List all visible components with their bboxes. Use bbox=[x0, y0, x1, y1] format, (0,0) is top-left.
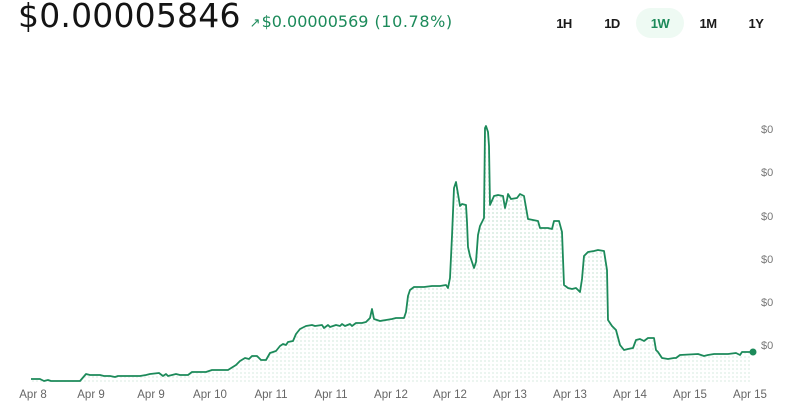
x-axis-label: Apr 11 bbox=[314, 389, 348, 401]
tab-1h[interactable]: 1H bbox=[556, 15, 572, 31]
price-line bbox=[31, 125, 750, 382]
y-axis-label: $0 bbox=[761, 167, 774, 179]
change-amount: $0.00000569 bbox=[261, 12, 369, 31]
x-axis-label: Apr 13 bbox=[553, 389, 587, 401]
price-area-fill bbox=[31, 126, 750, 383]
price-header: $0.00005846 ↗ $0.00000569 (10.78%) bbox=[18, 0, 453, 35]
trend-up-icon: ↗ bbox=[249, 16, 261, 31]
y-axis-label: $0 bbox=[761, 297, 774, 309]
y-axis-label: $0 bbox=[761, 340, 774, 352]
y-axis-label: $0 bbox=[761, 124, 774, 136]
x-axis-label: Apr 9 bbox=[77, 389, 105, 401]
price-change: ↗ $0.00000569 (10.78%) bbox=[250, 12, 453, 31]
y-axis-label: $0 bbox=[761, 254, 774, 266]
tab-1m[interactable]: 1M bbox=[699, 15, 717, 31]
x-axis-label: Apr 12 bbox=[374, 389, 408, 401]
x-axis: Apr 8 Apr 9 Apr 9 Apr 10 Apr 11 Apr 11 A… bbox=[0, 389, 789, 405]
x-axis-label: Apr 14 bbox=[613, 389, 647, 401]
x-axis-label: Apr 8 bbox=[19, 389, 47, 401]
y-axis-label: $0 bbox=[761, 211, 774, 223]
x-axis-label: Apr 15 bbox=[673, 389, 707, 401]
x-axis-label: Apr 13 bbox=[493, 389, 527, 401]
x-axis-label: Apr 9 bbox=[137, 389, 165, 401]
tab-1w[interactable]: 1W bbox=[636, 8, 684, 38]
tab-1d[interactable]: 1D bbox=[604, 15, 620, 31]
x-axis-label: Apr 15 bbox=[733, 389, 767, 401]
change-percent: (10.78%) bbox=[374, 12, 453, 31]
x-axis-label: Apr 12 bbox=[433, 389, 467, 401]
current-price: $0.00005846 bbox=[18, 0, 241, 35]
time-range-tabs: 1H 1D 1W 1M 1Y bbox=[540, 8, 780, 38]
current-price-dot bbox=[749, 348, 757, 356]
tab-1y[interactable]: 1Y bbox=[748, 15, 764, 31]
x-axis-label: Apr 11 bbox=[254, 389, 288, 401]
x-axis-label: Apr 10 bbox=[193, 389, 227, 401]
